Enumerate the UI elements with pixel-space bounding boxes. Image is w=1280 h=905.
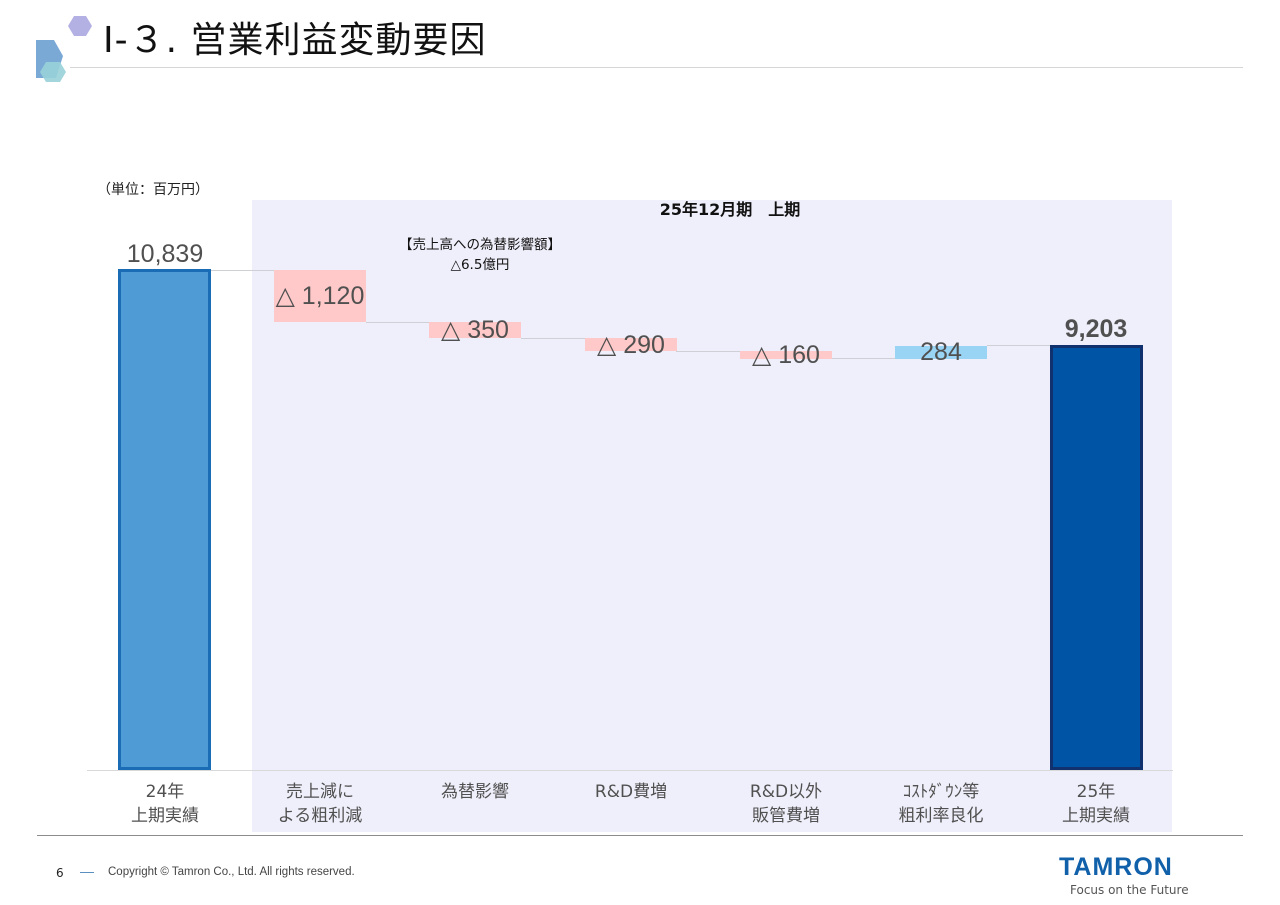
- category-line: よる粗利減: [277, 806, 363, 826]
- value-label: △ 290: [597, 331, 665, 359]
- bar-fx-impact: [429, 322, 521, 338]
- value-label: 10,839: [126, 240, 204, 268]
- hexagon-logo-icon: [36, 16, 92, 82]
- chart-title: 25年12月期 上期: [659, 200, 801, 219]
- bar-24-h1-actual: [118, 269, 211, 770]
- period-highlight-panel: [252, 200, 1172, 832]
- copyright-text: Copyright © Tamron Co., Ltd. All rights …: [108, 866, 355, 878]
- connector-line: [676, 351, 740, 352]
- category-label: ｺｽﾄﾀﾞｳﾝ等 粗利率良化: [866, 780, 1016, 828]
- fx-annotation: 【売上高への為替影響額】 △6.5億円: [360, 235, 600, 275]
- title-divider: [70, 67, 1243, 68]
- category-line: 販管費増: [752, 806, 820, 826]
- connector-line: [366, 322, 430, 323]
- bar-25-h1-actual: [1050, 345, 1143, 770]
- category-label: 24年 上期実績: [90, 780, 240, 828]
- category-label: 売上減に よる粗利減: [245, 780, 395, 828]
- connector-line: [211, 270, 274, 271]
- category-line: 上期実績: [131, 806, 199, 826]
- category-label: R&D費増: [556, 780, 706, 804]
- category-label: 25年 上期実績: [1021, 780, 1171, 828]
- value-label: △ 1,120: [275, 282, 365, 310]
- value-label: 284: [920, 338, 962, 366]
- page-title: Ⅰ-３. 営業利益変動要因: [103, 20, 487, 61]
- connector-line: [987, 345, 1050, 346]
- category-line: 24年: [145, 782, 185, 802]
- category-line: 25年: [1076, 782, 1116, 802]
- connector-line: [832, 358, 895, 359]
- category-line: 売上減に: [286, 782, 354, 802]
- bar-rd-cost-increase: [585, 338, 677, 351]
- category-line: 上期実績: [1062, 806, 1130, 826]
- category-label: R&D以外 販管費増: [711, 780, 861, 828]
- bar-cost-down-improvement: [895, 346, 987, 359]
- bar-gross-profit-decrease: [274, 270, 366, 322]
- category-line: R&D以外: [749, 782, 823, 802]
- brand-tagline: Focus on the Future: [1070, 883, 1189, 897]
- category-label: 為替影響: [400, 780, 550, 804]
- page-number: 6: [56, 866, 64, 880]
- footer-divider: [37, 835, 1243, 836]
- x-axis-line: [87, 770, 1173, 771]
- fx-annotation-value: △6.5億円: [450, 257, 510, 273]
- connector-line: [521, 338, 585, 339]
- unit-label: （単位：百万円）: [97, 182, 209, 198]
- page-dash-separator: [80, 872, 94, 873]
- value-label: △ 350: [441, 316, 509, 344]
- category-line: 為替影響: [441, 782, 509, 802]
- value-label: 9,203: [1064, 315, 1128, 343]
- category-line: R&D費増: [594, 782, 668, 802]
- fx-annotation-title: 【売上高への為替影響額】: [399, 237, 561, 253]
- value-label: △ 160: [752, 341, 820, 369]
- category-line: 粗利率良化: [898, 806, 984, 826]
- bar-sga-cost-increase: [740, 351, 832, 359]
- tamron-logo: TAMRON: [1059, 853, 1173, 881]
- category-line: ｺｽﾄﾀﾞｳﾝ等: [902, 782, 980, 802]
